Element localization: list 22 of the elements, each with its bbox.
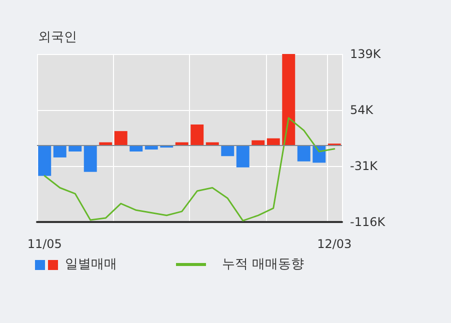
bar — [266, 138, 280, 146]
y-tick-label: -31K — [350, 159, 379, 173]
bar — [236, 146, 250, 168]
legend-label: 누적 매매동향 — [222, 257, 304, 272]
x-tick-label: 11/05 — [27, 237, 62, 251]
bar — [38, 146, 52, 176]
x-tick-label: 12/03 — [317, 237, 352, 251]
y-tick-label: -116K — [350, 215, 386, 229]
y-tick-label: 54K — [350, 103, 374, 117]
bar — [190, 124, 204, 146]
bar — [84, 146, 97, 172]
bar — [53, 146, 66, 158]
line-series — [44, 117, 336, 222]
y-tick-label: 139K — [350, 47, 382, 61]
bar — [114, 131, 128, 146]
bar — [221, 146, 234, 156]
bar — [130, 146, 143, 152]
chart-title: 외국인 — [38, 30, 77, 45]
legend-label: 일별매매 — [65, 257, 117, 272]
bar — [297, 146, 310, 162]
bar — [282, 54, 296, 146]
bar — [68, 146, 82, 152]
